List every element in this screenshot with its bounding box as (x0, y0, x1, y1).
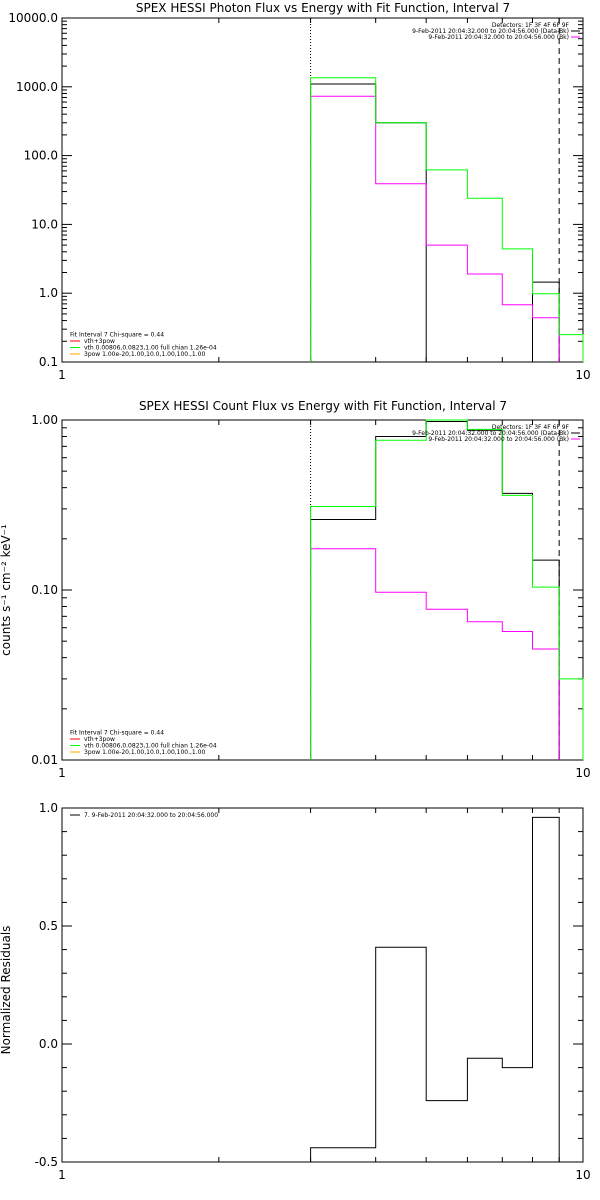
series-line (310, 548, 560, 760)
plot-frame (61, 419, 584, 761)
legend-entry: 9-Feb-2011 20:04:32.000 to 20:04:56.000 … (412, 430, 569, 437)
photon-flux-panel: SPEX HESSI Photon Flux vs Energy with Fi… (8, 1, 590, 382)
y-axis-label: Normalized Residuals (0, 926, 13, 1055)
x-tick-label: 10 (575, 368, 590, 382)
residuals-panel: Normalized Residuals 1 10 -0.5 0.0 0.5 1.0 7. … (0, 801, 591, 1182)
legend-entry: vth 0.00806,0.0823,1.00 full chian 1.26e… (84, 743, 217, 750)
legend-entry: 9-Feb-2011 20:04:32.000 to 20:04:56.000 … (412, 28, 569, 35)
y-axis-label: counts s⁻¹ cm⁻² keV⁻¹ (0, 524, 13, 656)
y-tick-label: 0.0 (39, 1037, 58, 1051)
legend-entry: 7. 9-Feb-2011 20:04:32.000 to 20:04:56.0… (84, 812, 218, 819)
y-tick-label: 1.0 (39, 801, 58, 815)
legend-entry: Fit Interval 7 Chi-square = 0.44 (70, 730, 164, 737)
y-tick-label: 0.1 (39, 355, 58, 369)
y-tick-label: 10.0 (31, 217, 58, 231)
y-tick-label: 1000.0 (16, 80, 58, 94)
y-tick-label: 10000.0 (8, 11, 58, 25)
y-tick-label: 0.5 (39, 919, 58, 933)
y-tick-label: -0.5 (35, 1155, 58, 1169)
plot-frame (61, 807, 584, 1163)
x-tick-label: 1 (58, 766, 66, 780)
y-tick-label: 1.0 (39, 286, 58, 300)
series-line (310, 83, 560, 363)
y-tick-label: 100.0 (24, 149, 58, 163)
legend-entry: Fit Interval 7 Chi-square = 0.44 (70, 332, 164, 339)
legend-entry: Detectors: 1F 3F 4F 6F 9F (492, 22, 570, 29)
y-tick-label: 1.00 (31, 413, 58, 427)
chart-title: SPEX HESSI Photon Flux vs Energy with Fi… (136, 1, 510, 15)
legend-entry: vth+3pow (84, 736, 115, 743)
x-tick-label: 10 (575, 1168, 590, 1182)
series-line (310, 816, 560, 1162)
legend-entry: 3pow 1.00e-20,1.00,10.0,1.00,100.,1.00 (84, 749, 205, 756)
y-tick-label: 0.01 (31, 753, 58, 767)
legend-entry: vth 0.00806,0.0823,1.00 full chian 1.26e… (84, 345, 217, 352)
legend-entry: 9-Feb-2011 20:04:32.000 to 20:04:56.000 … (428, 436, 569, 443)
count-flux-panel: SPEX HESSI Count Flux vs Energy with Fit… (0, 399, 591, 780)
x-tick-label: 1 (58, 368, 66, 382)
legend-entry: 9-Feb-2011 20:04:32.000 to 20:04:56.000 … (428, 34, 569, 41)
x-tick-label: 1 (58, 1168, 66, 1182)
series-line (310, 77, 584, 362)
legend-entry: vth+3pow (84, 338, 115, 345)
x-tick-label: 10 (575, 766, 590, 780)
plot-frame (61, 17, 584, 363)
series-line (310, 419, 584, 760)
chart-title: SPEX HESSI Count Flux vs Energy with Fit… (139, 399, 507, 413)
series-line (310, 95, 560, 362)
legend-entry: Detectors: 1F 3F 4F 6F 9F (492, 424, 570, 431)
series-line (310, 421, 560, 760)
legend-entry: 3pow 1.00e-20,1.00,10.0,1.00,100.,1.00 (84, 351, 205, 358)
y-tick-label: 0.10 (31, 583, 58, 597)
